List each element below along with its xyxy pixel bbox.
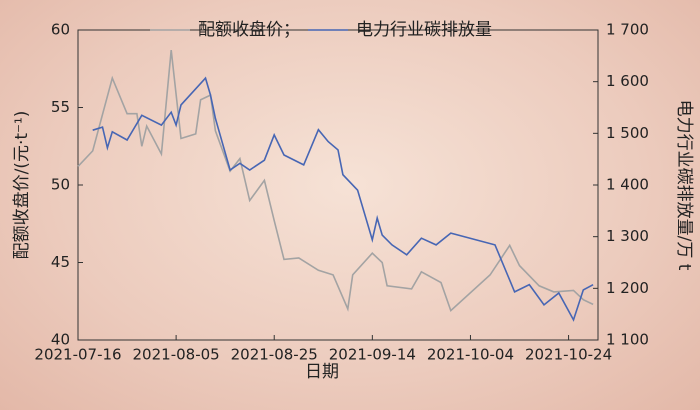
y2-tick-label: 1 700: [606, 21, 649, 39]
y2-axis-label: 电力行业碳排放量/万 t: [674, 100, 694, 271]
y2-tick-label: 1 500: [606, 124, 649, 142]
x-tick-label: 2021-10-04: [427, 346, 514, 364]
legend-label: 电力行业碳排放量: [356, 20, 492, 40]
y-axis-label: 配额收盘价/(元·t⁻¹): [12, 111, 32, 260]
y-tick-label: 60: [51, 21, 70, 39]
x-axis-label: 日期: [305, 362, 339, 382]
y-tick-label: 40: [51, 331, 70, 349]
x-tick-label: 2021-10-24: [525, 346, 612, 364]
y2-tick-label: 1 400: [606, 176, 649, 194]
y2-tick-label: 1 200: [606, 279, 649, 297]
y2-tick-label: 1 600: [606, 72, 649, 90]
series-line: [77, 50, 594, 313]
plot-frame: [77, 29, 599, 341]
series-line: [92, 76, 594, 322]
y-tick-label: 50: [51, 176, 70, 194]
y2-tick-label: 1 300: [606, 227, 649, 245]
y2-tick-label: 1 100: [606, 331, 649, 349]
y-tick-label: 45: [51, 253, 70, 271]
legend-label: 配额收盘价；: [198, 20, 300, 40]
x-tick-label: 2021-09-14: [329, 346, 416, 364]
x-tick-label: 2021-08-25: [231, 346, 318, 364]
y-tick-label: 55: [51, 98, 70, 116]
x-tick-label: 2021-07-16: [34, 346, 121, 364]
x-tick-label: 2021-08-05: [133, 346, 220, 364]
